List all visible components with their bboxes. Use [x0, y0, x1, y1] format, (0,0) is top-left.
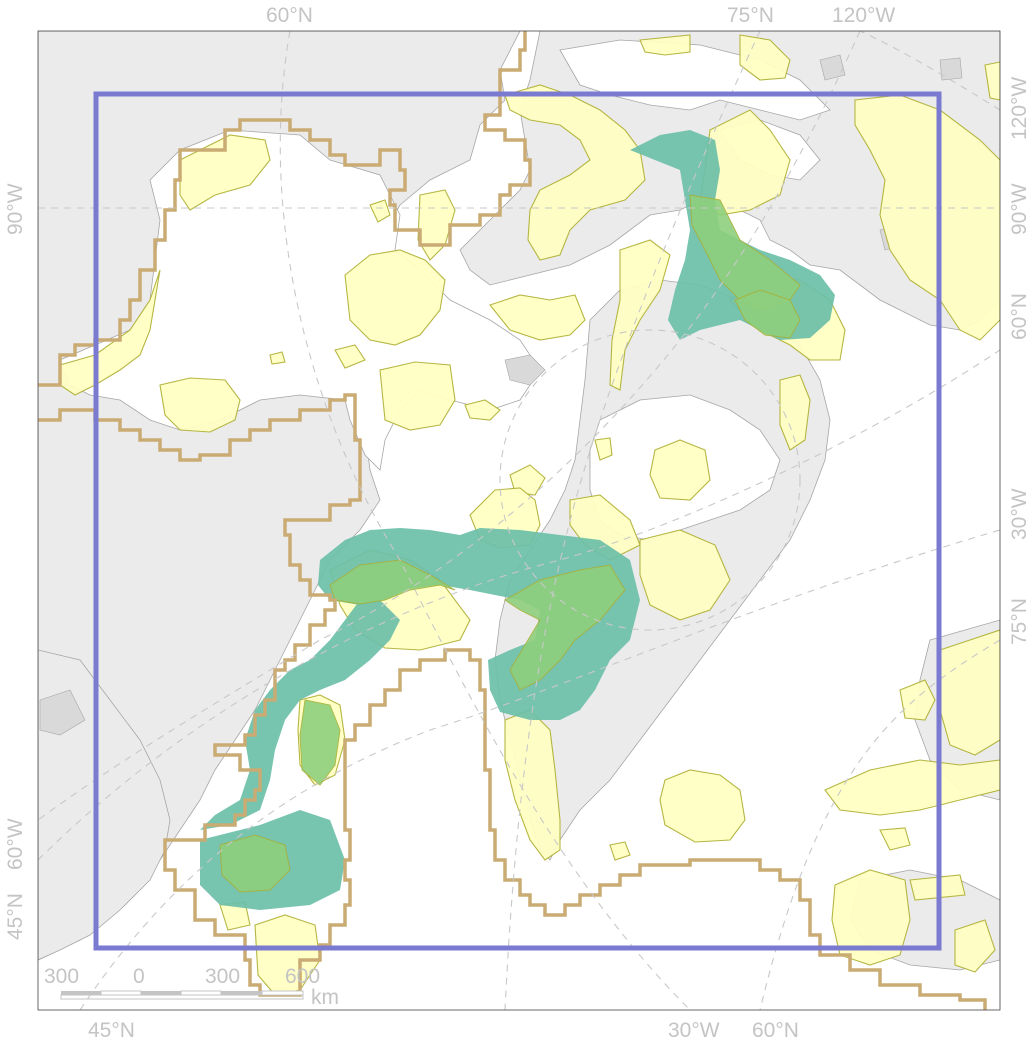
label-bottom-30w: 30°W [668, 1019, 720, 1042]
label-top-75n: 75°N [727, 4, 774, 27]
scale-segment-6 [261, 990, 304, 996]
graticule-labels: 60°N 75°N 120°W 90°W 60°W 45°N 120°W 90°… [4, 4, 1031, 1042]
label-top-60n: 60°N [266, 4, 313, 27]
label-right-75n: 75°N [1008, 598, 1031, 645]
scale-segment-5 [221, 991, 262, 995]
scale-bar-outline [60, 994, 304, 1000]
label-bottom-45n: 45°N [88, 1019, 135, 1042]
label-left-45n: 45°N [4, 893, 27, 940]
graticule [38, 31, 1000, 1010]
scale-tick-0: 0 [133, 965, 145, 988]
boundary-lines [38, 31, 987, 1010]
study-area-frame[interactable] [93, 91, 942, 951]
scale-tick-300-left: 300 [44, 965, 79, 988]
label-right-60n: 60°N [1008, 293, 1031, 340]
scale-tick-300: 300 [205, 965, 240, 988]
label-bottom-60n: 60°N [752, 1019, 799, 1042]
label-right-30w: 30°W [1008, 488, 1031, 540]
label-left-60w: 60°W [4, 818, 27, 870]
scale-segment-1 [61, 991, 101, 995]
scale-tick-600: 600 [285, 965, 320, 988]
scale-segment-2 [100, 990, 142, 996]
scale-segment-3 [141, 991, 181, 995]
label-left-90w: 90°W [4, 183, 27, 235]
green-areas[interactable] [219, 194, 801, 893]
label-right-90w: 90°W [1008, 183, 1031, 235]
land-layer [38, 31, 1000, 971]
map-panel-border [37, 30, 1001, 1011]
scale-segment-4 [180, 990, 222, 996]
label-top-120w: 120°W [832, 4, 895, 27]
scale-bar: 300 0 300 600 km [44, 965, 339, 1009]
scale-unit: km [311, 986, 339, 1009]
label-right-120w: 120°W [1008, 77, 1031, 140]
